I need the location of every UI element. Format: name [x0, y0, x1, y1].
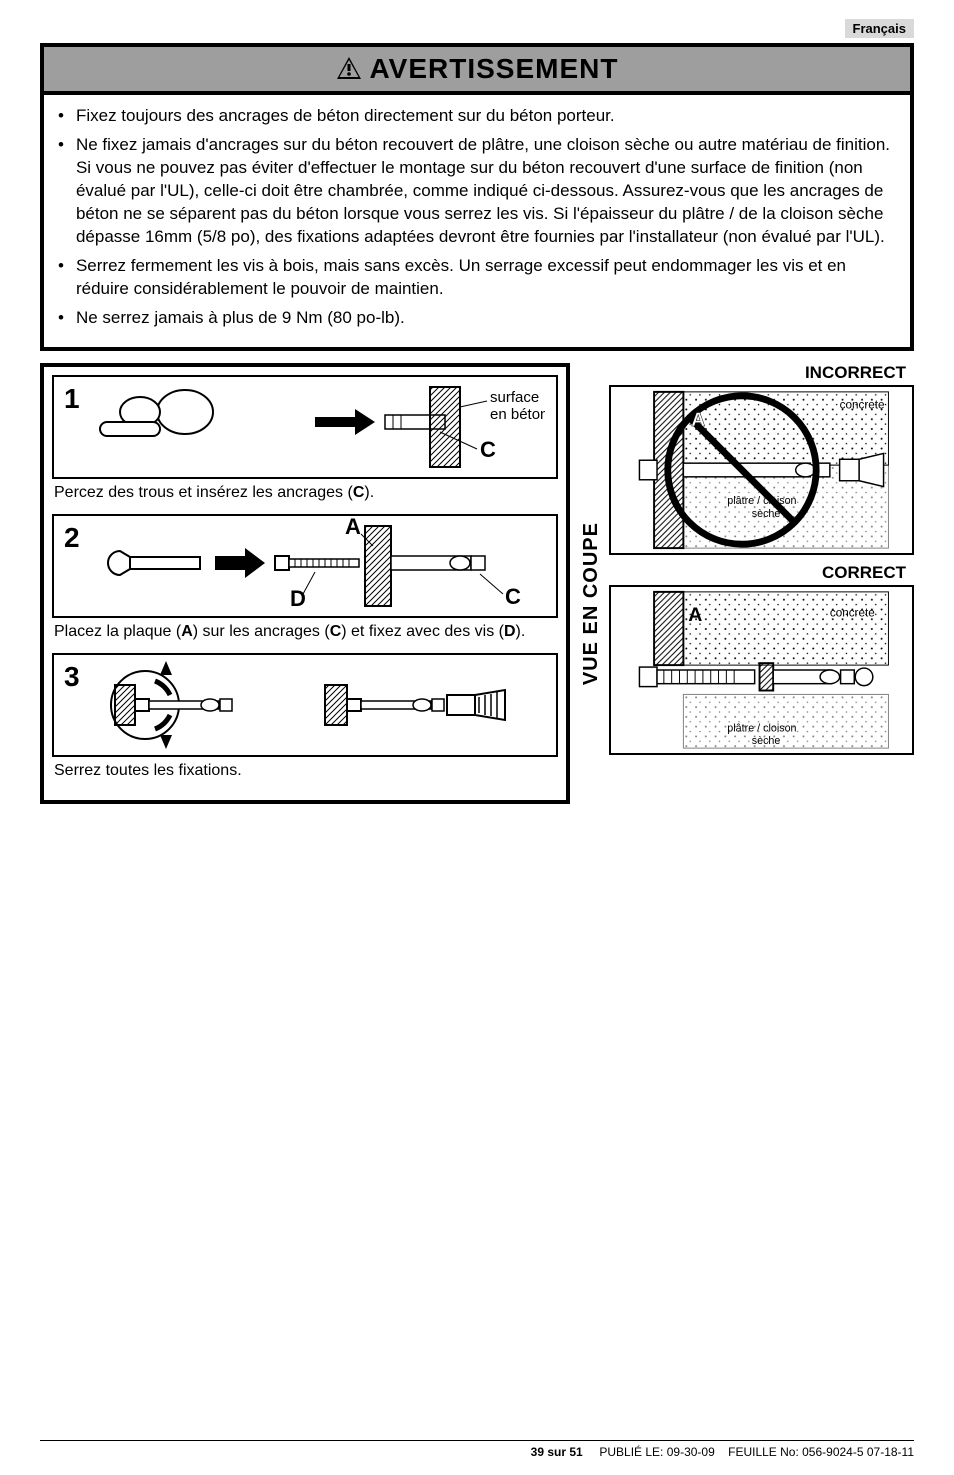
svg-text:sèche: sèche	[752, 736, 781, 748]
svg-text:sèche: sèche	[752, 508, 781, 520]
beton-label: en béton	[490, 406, 545, 423]
warning-body: • Fixez toujours des ancrages de béton d…	[44, 95, 910, 347]
svg-text:A: A	[688, 605, 702, 627]
bullet-item: • Ne fixez jamais d'ancrages sur du béto…	[58, 134, 896, 249]
bullet-item: • Ne serrez jamais à plus de 9 Nm (80 po…	[58, 307, 896, 330]
svg-text:concrete: concrete	[840, 399, 885, 412]
warning-triangle-icon	[336, 56, 362, 80]
cutaway-title: VUE EN COUPE	[580, 482, 603, 685]
svg-text:plâtre / cloison: plâtre / cloison	[727, 723, 796, 735]
bullet-dot: •	[58, 255, 64, 301]
step-2-diagram: A D C	[65, 516, 545, 616]
step-number: 3	[64, 661, 80, 693]
bullet-text: Ne fixez jamais d'ancrages sur du béton …	[76, 134, 896, 249]
bullet-item: • Fixez toujours des ancrages de béton d…	[58, 105, 896, 128]
svg-text:A: A	[345, 516, 361, 539]
svg-text:A: A	[691, 409, 705, 431]
page-footer: 39 sur 51 PUBLIÉ LE: 09-30-09 FEUILLE No…	[40, 1440, 914, 1459]
correct-title: CORRECT	[609, 563, 914, 583]
warning-header: AVERTISSEMENT	[44, 47, 910, 95]
publish-date: PUBLIÉ LE: 09-30-09	[599, 1445, 714, 1459]
step-1-diagram: surface en béton C	[65, 377, 545, 477]
diagram-area: 1 surface	[40, 363, 914, 803]
step-2-box: 2	[52, 514, 558, 618]
step-number: 1	[64, 383, 80, 415]
bullet-text: Ne serrez jamais à plus de 9 Nm (80 po-l…	[76, 307, 405, 330]
bullet-text: Fixez toujours des ancrages de béton dir…	[76, 105, 615, 128]
warning-title-text: AVERTISSEMENT	[370, 53, 619, 84]
svg-text:C: C	[505, 584, 521, 609]
c-label: C	[480, 437, 496, 462]
bullet-dot: •	[58, 134, 64, 249]
bullet-dot: •	[58, 105, 64, 128]
cutaway-column: VUE EN COUPE INCORRECT	[580, 363, 914, 803]
step-number: 2	[64, 522, 80, 554]
incorrect-box: A concrete plâtre / cloison sèche	[609, 385, 914, 555]
step-3-box: 3	[52, 653, 558, 757]
svg-text:D: D	[290, 586, 306, 611]
step-2-caption: Placez la plaque (A) sur les ancrages (C…	[54, 622, 556, 643]
surface-label: surface	[490, 389, 539, 406]
language-tag: Français	[40, 20, 914, 37]
correct-diagram: A concrete plâtre / cloison sèche	[611, 587, 912, 753]
steps-column: 1 surface	[40, 363, 570, 803]
incorrect-diagram: A concrete plâtre / cloison sèche	[611, 387, 912, 553]
warning-title: AVERTISSEMENT	[336, 53, 619, 84]
sheet-number: FEUILLE No: 056-9024-5 07-18-11	[728, 1445, 914, 1459]
step-1-caption: Percez des trous et insérez les ancrages…	[54, 483, 556, 504]
correct-box: A concrete plâtre / cloison sèche	[609, 585, 914, 755]
bullet-item: • Serrez fermement les vis à bois, mais …	[58, 255, 896, 301]
step-1-box: 1 surface	[52, 375, 558, 479]
step-3-diagram	[65, 655, 545, 755]
incorrect-title: INCORRECT	[609, 363, 914, 383]
bullet-text: Serrez fermement les vis à bois, mais sa…	[76, 255, 896, 301]
svg-text:plâtre / cloison: plâtre / cloison	[727, 496, 796, 508]
svg-text:concrete: concrete	[830, 607, 875, 620]
page-number: 39 sur 51	[531, 1445, 583, 1459]
bullet-dot: •	[58, 307, 64, 330]
warning-box: AVERTISSEMENT • Fixez toujours des ancra…	[40, 43, 914, 351]
step-3-caption: Serrez toutes les fixations.	[54, 761, 556, 782]
language-tag-text: Français	[845, 19, 914, 38]
